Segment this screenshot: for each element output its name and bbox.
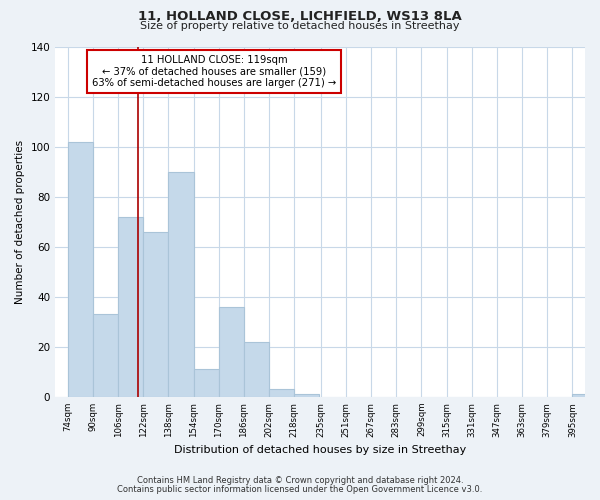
Bar [68, 142, 93, 397]
Bar [169, 172, 194, 397]
Text: Contains HM Land Registry data © Crown copyright and database right 2024.: Contains HM Land Registry data © Crown c… [137, 476, 463, 485]
Bar [143, 232, 169, 397]
Y-axis label: Number of detached properties: Number of detached properties [15, 140, 25, 304]
Bar [93, 314, 118, 397]
Text: 11, HOLLAND CLOSE, LICHFIELD, WS13 8LA: 11, HOLLAND CLOSE, LICHFIELD, WS13 8LA [138, 10, 462, 23]
Text: 11 HOLLAND CLOSE: 119sqm
← 37% of detached houses are smaller (159)
63% of semi-: 11 HOLLAND CLOSE: 119sqm ← 37% of detach… [92, 56, 336, 88]
Bar [118, 216, 143, 397]
Text: Contains public sector information licensed under the Open Government Licence v3: Contains public sector information licen… [118, 485, 482, 494]
Bar [218, 307, 244, 397]
Bar [194, 370, 218, 397]
Bar [572, 394, 598, 397]
Text: Size of property relative to detached houses in Streethay: Size of property relative to detached ho… [140, 21, 460, 31]
Bar [294, 394, 319, 397]
Bar [244, 342, 269, 397]
Bar [269, 390, 294, 397]
X-axis label: Distribution of detached houses by size in Streethay: Distribution of detached houses by size … [174, 445, 466, 455]
